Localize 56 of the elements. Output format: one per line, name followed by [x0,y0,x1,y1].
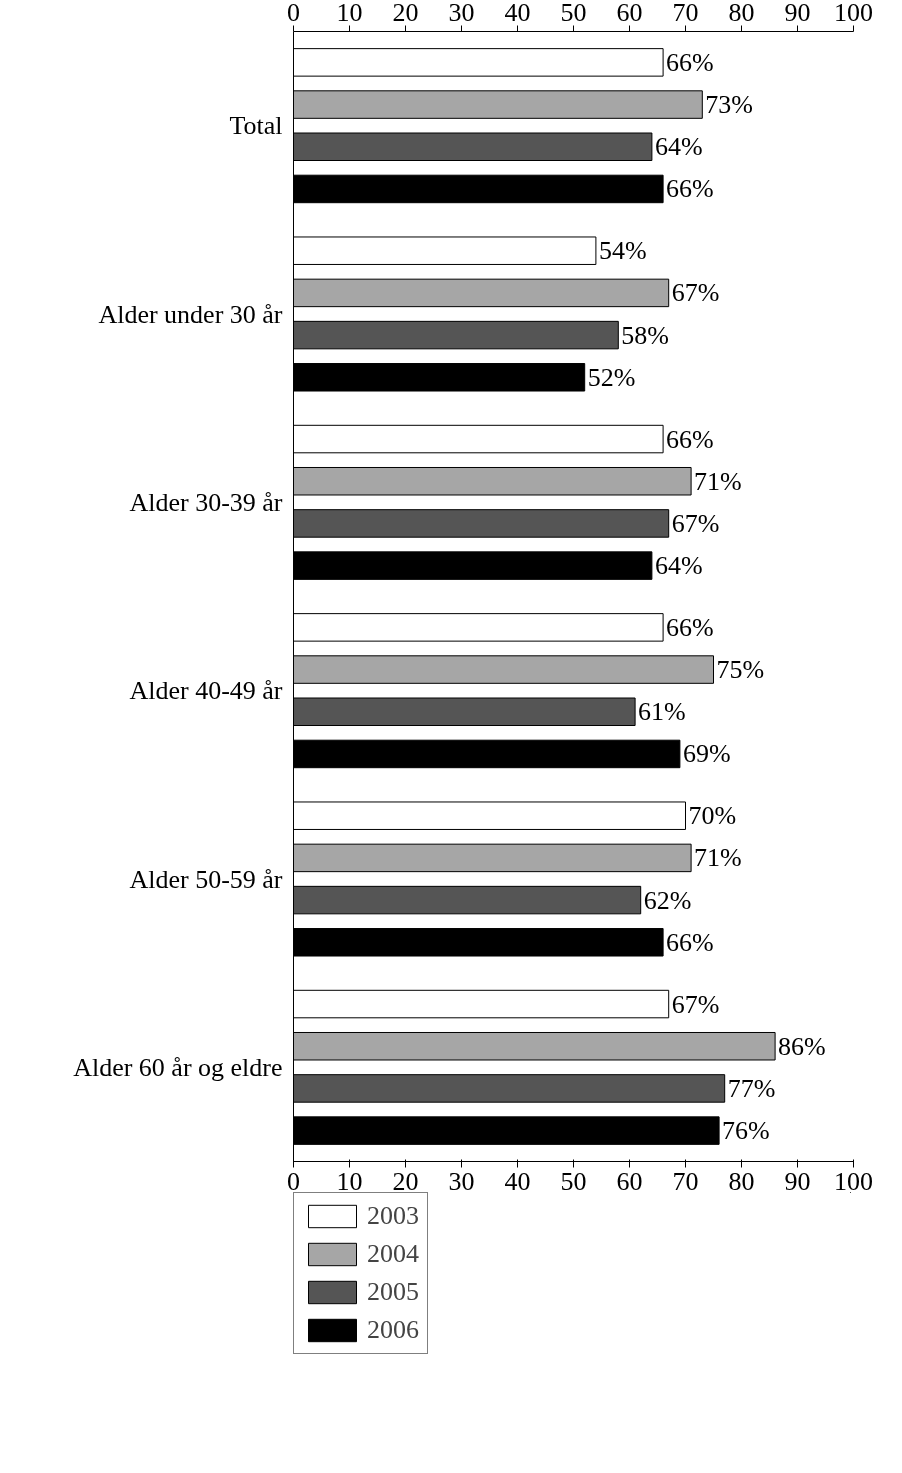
data-label: 58% [621,320,669,350]
legend-label: 2004 [367,1239,419,1269]
x2-tick-label: 60 [616,0,643,27]
data-label: 67% [671,508,720,538]
data-label: 61% [638,697,686,727]
y-tick-label: Alder 60 år og eldre [73,1052,283,1082]
x2-tick-label: 100 [834,0,873,27]
data-label: 77% [727,1073,776,1103]
x-tick-label: 0 [287,1166,300,1196]
data-label: 66% [666,47,714,77]
y-tick-label: Alder 40-49 år [129,676,283,706]
x2-tick-label: 40 [504,0,531,27]
data-label: 76% [722,1116,770,1146]
x-tick-label: 50 [560,1166,587,1196]
x2-tick-label: 30 [448,0,475,27]
y-tick-label: Alder under 30 år [98,299,283,329]
data-label: 66% [666,927,714,957]
x2-tick-label: 0 [287,0,300,27]
x2-tick-label: 20 [392,0,419,27]
x2-tick-label: 50 [560,0,587,27]
x-tick-label: 40 [504,1166,531,1196]
data-label: 52% [587,362,636,392]
data-label: 71% [694,843,742,873]
legend-label: 2006 [367,1315,419,1345]
data-label: 67% [671,278,720,308]
legend-label: 2005 [367,1277,419,1307]
x-tick-label: 100 [834,1166,873,1196]
data-label: 86% [778,1031,826,1061]
data-label: 69% [682,739,731,769]
y-tick-label: Alder 30-39 år [129,487,283,517]
x2-tick-label: 70 [672,0,699,27]
data-label: 73% [705,90,753,120]
legend-label: 2003 [367,1201,419,1231]
data-label: 71% [694,466,742,496]
data-label: 64% [654,551,703,581]
x-tick-label: 70 [672,1166,699,1196]
x-tick-label: 90 [784,1166,811,1196]
y-tick-label: Total [229,111,283,141]
x-tick-label: 80 [728,1166,755,1196]
data-label: 75% [716,655,765,685]
data-label: 67% [671,989,720,1019]
data-label: 64% [654,132,703,162]
x2-tick-label: 80 [728,0,755,27]
x-tick-label: 60 [616,1166,643,1196]
x2-tick-label: 10 [336,0,363,27]
data-label: 66% [666,174,714,204]
data-label: 62% [643,885,692,915]
x2-tick-label: 90 [784,0,811,27]
data-label: 66% [666,612,714,642]
x-tick-label: 10 [336,1166,363,1196]
data-label: 70% [688,801,737,831]
x-tick-label: 20 [392,1166,419,1196]
y-tick-label: Alder 50-59 år [129,864,283,894]
data-label: 54% [598,236,647,266]
x-tick-label: 30 [448,1166,475,1196]
data-label: 66% [666,424,714,454]
